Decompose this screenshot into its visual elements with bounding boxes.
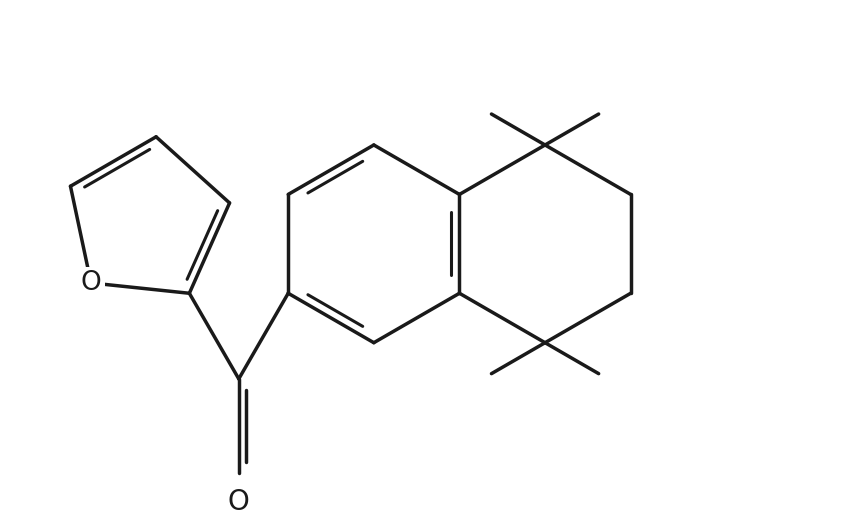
Text: O: O [228,488,250,516]
Text: O: O [81,270,102,296]
